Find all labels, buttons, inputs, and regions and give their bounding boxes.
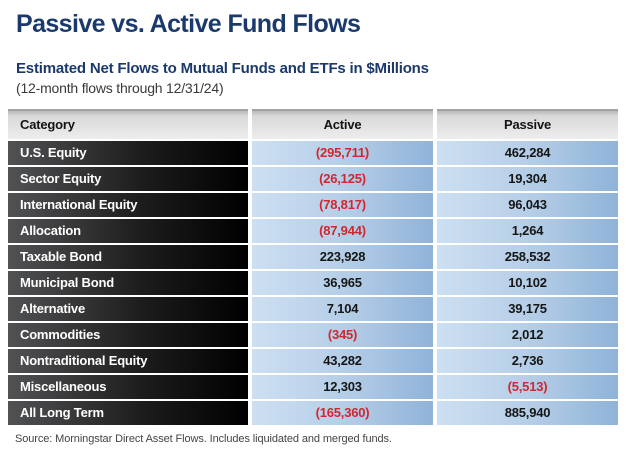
active-value-cell: (295,711) xyxy=(252,141,433,165)
active-value-cell: 12,303 xyxy=(252,375,433,399)
active-value-cell: 7,104 xyxy=(252,297,433,321)
table-row: Allocation (87,944) 1,264 xyxy=(8,219,618,243)
category-cell: Sector Equity xyxy=(8,167,248,191)
table-row: All Long Term (165,360) 885,940 xyxy=(8,401,618,425)
category-cell: Allocation xyxy=(8,219,248,243)
passive-value-cell: 2,012 xyxy=(437,323,618,347)
category-cell: Nontraditional Equity xyxy=(8,349,248,373)
column-header-active: Active xyxy=(252,109,433,139)
column-header-passive: Passive xyxy=(437,109,618,139)
passive-value-cell: 885,940 xyxy=(437,401,618,425)
table-header-row: Category Active Passive xyxy=(8,109,618,139)
table-row: Sector Equity (26,125) 19,304 xyxy=(8,167,618,191)
category-cell: Commodities xyxy=(8,323,248,347)
passive-value-cell: 39,175 xyxy=(437,297,618,321)
passive-value-cell: 1,264 xyxy=(437,219,618,243)
active-value-cell: (165,360) xyxy=(252,401,433,425)
column-header-category: Category xyxy=(8,109,248,139)
active-value-cell: (26,125) xyxy=(252,167,433,191)
category-cell: International Equity xyxy=(8,193,248,217)
table-row: Nontraditional Equity 43,282 2,736 xyxy=(8,349,618,373)
chart-subtitle: Estimated Net Flows to Mutual Funds and … xyxy=(16,60,429,77)
source-note: Source: Morningstar Direct Asset Flows. … xyxy=(15,433,392,445)
active-value-cell: (345) xyxy=(252,323,433,347)
table-row: Taxable Bond 223,928 258,532 xyxy=(8,245,618,269)
category-cell: Alternative xyxy=(8,297,248,321)
category-cell: Municipal Bond xyxy=(8,271,248,295)
active-value-cell: (78,817) xyxy=(252,193,433,217)
period-note: (12-month flows through 12/31/24) xyxy=(16,80,224,96)
passive-value-cell: 10,102 xyxy=(437,271,618,295)
category-cell: Taxable Bond xyxy=(8,245,248,269)
table-row: Commodities (345) 2,012 xyxy=(8,323,618,347)
table-row: Municipal Bond 36,965 10,102 xyxy=(8,271,618,295)
table-row: Miscellaneous 12,303 (5,513) xyxy=(8,375,618,399)
category-cell: Miscellaneous xyxy=(8,375,248,399)
table-row: Alternative 7,104 39,175 xyxy=(8,297,618,321)
passive-value-cell: 19,304 xyxy=(437,167,618,191)
category-cell: U.S. Equity xyxy=(8,141,248,165)
passive-value-cell: 258,532 xyxy=(437,245,618,269)
active-value-cell: 36,965 xyxy=(252,271,433,295)
page-title: Passive vs. Active Fund Flows xyxy=(16,10,361,38)
table-row: International Equity (78,817) 96,043 xyxy=(8,193,618,217)
active-value-cell: 43,282 xyxy=(252,349,433,373)
active-value-cell: 223,928 xyxy=(252,245,433,269)
category-cell: All Long Term xyxy=(8,401,248,425)
fund-flows-table: Category Active Passive U.S. Equity (295… xyxy=(8,109,618,425)
table-body: U.S. Equity (295,711) 462,284 Sector Equ… xyxy=(8,141,618,425)
passive-value-cell: 462,284 xyxy=(437,141,618,165)
passive-value-cell: 2,736 xyxy=(437,349,618,373)
table-row: U.S. Equity (295,711) 462,284 xyxy=(8,141,618,165)
passive-value-cell: 96,043 xyxy=(437,193,618,217)
passive-value-cell: (5,513) xyxy=(437,375,618,399)
active-value-cell: (87,944) xyxy=(252,219,433,243)
